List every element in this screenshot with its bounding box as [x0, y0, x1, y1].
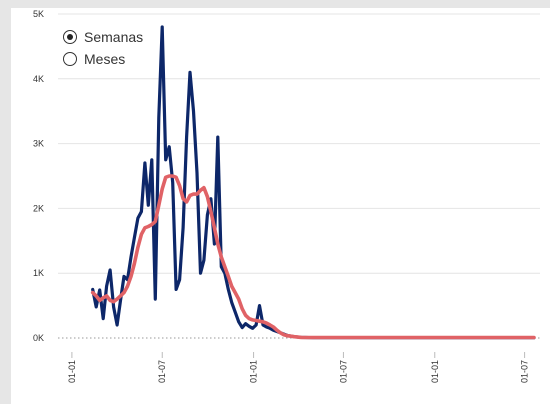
- y-tick-label: 2K: [33, 203, 44, 213]
- radio-selected-icon: [63, 30, 77, 44]
- radio-semanas-label: Semanas: [84, 29, 144, 45]
- y-tick-label: 0K: [33, 333, 44, 343]
- series-line-1: [91, 25, 536, 340]
- radio-semanas[interactable]: Semanas: [63, 26, 143, 48]
- x-tick-label: 01-01: [430, 360, 440, 383]
- x-axis: 01-01 01-07 01-01 01-07 01-01 01-07: [67, 352, 530, 383]
- x-tick-label: 01-01: [249, 360, 259, 383]
- y-tick-label: 5K: [33, 9, 44, 19]
- series-line-2: [90, 174, 536, 340]
- radio-meses-label: Meses: [84, 51, 126, 67]
- radio-meses[interactable]: Meses: [63, 48, 143, 70]
- x-tick-label: 01-07: [157, 360, 167, 383]
- y-tick-label: 4K: [33, 74, 44, 84]
- x-tick-label: 01-07: [520, 360, 530, 383]
- chart-grid: [58, 13, 540, 339]
- y-tick-label: 1K: [33, 268, 44, 278]
- x-tick-label: 01-01: [67, 360, 77, 383]
- y-tick-label: 3K: [33, 139, 44, 149]
- y-axis: 0K 1K 2K 3K 4K 5K: [33, 9, 44, 343]
- chart-series: [90, 25, 536, 340]
- x-tick-label: 01-07: [338, 360, 348, 383]
- radio-unselected-icon: [63, 52, 77, 66]
- period-toggle: Semanas Meses: [63, 26, 143, 70]
